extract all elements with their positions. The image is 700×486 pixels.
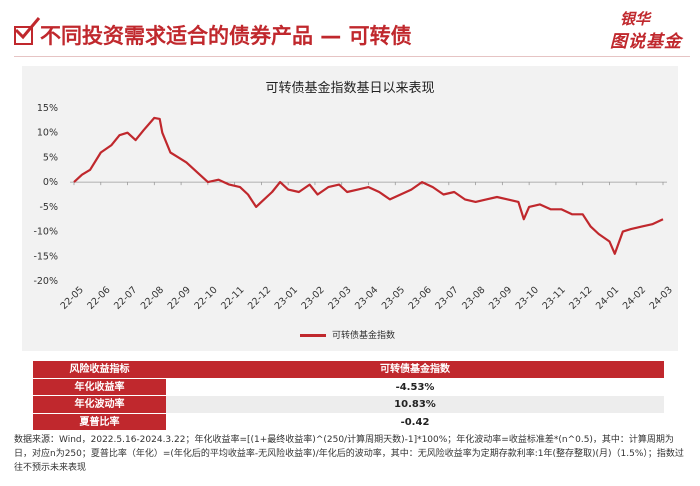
table-row-label: 年化收益率 <box>33 378 166 396</box>
x-tick-label: 22-12 <box>246 285 273 312</box>
table-row-value: 10.83% <box>166 396 664 414</box>
x-tick-label: 22-08 <box>139 285 166 312</box>
table-row: 年化波动率 10.83% <box>33 396 664 414</box>
y-tick-label: -15% <box>33 251 58 262</box>
y-tick-label: -5% <box>40 202 59 213</box>
x-axis: 22-05 22-06 22-07 22-08 22-09 22-10 22-11 22-12… <box>59 181 675 312</box>
page-title: 不同投资需求适合的债券产品 — 可转债 <box>40 24 412 48</box>
checkbox-icon <box>14 26 33 45</box>
header: 不同投资需求适合的债券产品 — 可转债 银华 图说基金 <box>0 0 700 62</box>
x-tick-label: 23-07 <box>433 285 460 312</box>
x-tick-label: 23-03 <box>326 285 353 312</box>
table-row-label: 年化波动率 <box>33 396 166 414</box>
logo-bottom-text: 图说基金 <box>610 32 682 52</box>
x-tick-label: 23-01 <box>273 285 300 312</box>
x-tick-label: 23-06 <box>407 285 434 312</box>
x-tick-label: 22-11 <box>219 285 246 312</box>
x-tick-label: 23-12 <box>567 285 594 312</box>
table-row-value: -0.42 <box>166 413 664 431</box>
legend-swatch <box>300 334 326 337</box>
risk-return-table: 风险收益指标 可转债基金指数 年化收益率 -4.53% 年化波动率 10.83%… <box>33 361 664 431</box>
x-tick-label: 24-01 <box>594 285 621 312</box>
x-tick-label: 23-08 <box>460 285 487 312</box>
checkmark-icon <box>14 17 41 40</box>
table-header-label: 风险收益指标 <box>33 361 166 379</box>
x-tick-label: 22-06 <box>85 285 112 312</box>
x-tick-label: 23-05 <box>380 285 407 312</box>
x-tick-label: 24-02 <box>621 285 648 312</box>
y-tick-label: -20% <box>33 276 58 287</box>
table-row: 夏普比率 -0.42 <box>33 413 664 431</box>
legend-label: 可转债基金指数 <box>332 331 396 341</box>
x-tick-label: 23-10 <box>514 285 541 312</box>
x-tick-label: 23-02 <box>300 285 327 312</box>
y-tick-label: 5% <box>43 152 58 163</box>
x-tick-label: 24-03 <box>648 285 675 312</box>
y-axis: 15% 10% 5% 0% -5% -10% -15% -20% <box>33 103 58 287</box>
table-row-value: -4.53% <box>166 378 664 396</box>
series-line <box>73 116 664 255</box>
x-tick-label: 23-04 <box>353 285 380 312</box>
x-tick-label: 22-05 <box>59 285 86 312</box>
x-tick-label: 23-11 <box>540 285 567 312</box>
logo-top-text: 银华 <box>620 10 651 28</box>
header-divider <box>14 56 690 57</box>
table-header-value: 可转债基金指数 <box>166 361 664 379</box>
x-tick-label: 22-09 <box>166 285 193 312</box>
y-tick-label: 10% <box>37 128 58 139</box>
series-group <box>73 116 664 255</box>
footnote: 数据来源：Wind，2022.5.16-2024.3.22；年化收益率=[(1+… <box>14 435 684 473</box>
x-tick-label: 23-09 <box>487 285 514 312</box>
chart-panel <box>22 66 678 351</box>
table-header-row: 风险收益指标 可转债基金指数 <box>33 361 664 379</box>
x-tick-label: 22-07 <box>112 285 139 312</box>
chart-title: 可转债基金指数基日以来表现 <box>265 81 435 96</box>
table-row: 年化收益率 -4.53% <box>33 378 664 396</box>
brand-logo: 银华 图说基金 <box>600 8 694 56</box>
table-row-label: 夏普比率 <box>33 413 166 431</box>
y-tick-label: 15% <box>37 103 58 114</box>
y-tick-label: 0% <box>43 177 58 188</box>
y-tick-label: -10% <box>33 227 58 238</box>
x-tick-label: 22-10 <box>192 285 219 312</box>
